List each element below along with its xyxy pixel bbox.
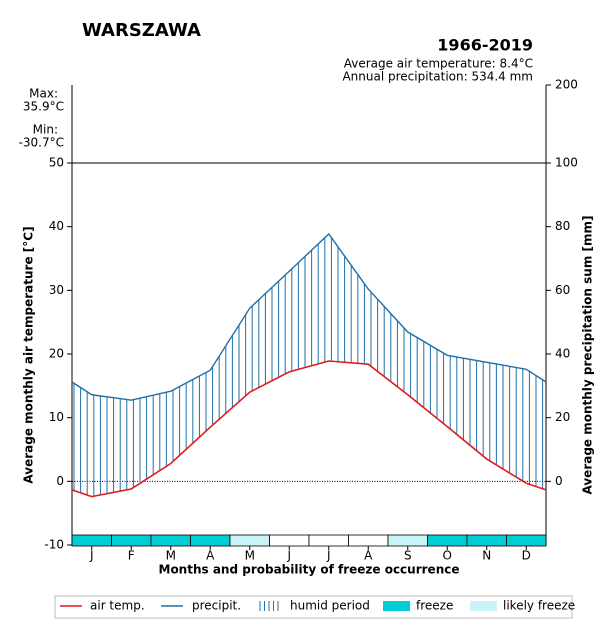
freeze-cell — [308, 534, 349, 547]
x-tick-label: J — [89, 549, 94, 563]
legend-swatch — [383, 601, 410, 611]
y-tick-label: 20 — [49, 347, 64, 361]
y2-tick-label: 40 — [555, 347, 570, 361]
y2-tick-label: 60 — [555, 283, 570, 297]
x-tick-label: M — [245, 549, 255, 563]
x-tick-label: A — [364, 549, 373, 563]
x-tick-label: A — [206, 549, 215, 563]
x-tick-label: F — [128, 549, 135, 563]
freeze-cell — [190, 534, 231, 547]
legend-label: freeze — [416, 599, 453, 613]
x-tick-label: N — [482, 549, 491, 563]
precipitation-line — [91, 232, 527, 401]
freeze-cell — [466, 534, 507, 547]
freeze-cell — [269, 534, 310, 547]
temperature-line — [91, 360, 527, 498]
legend-label: likely freeze — [503, 599, 575, 613]
x-axis-label: Months and probability of freeze occurre… — [159, 563, 460, 577]
line-wrap — [71, 368, 547, 396]
freeze-cell — [387, 534, 428, 547]
y-tick-label: -10 — [44, 538, 64, 552]
y2-tick-label: 20 — [555, 410, 570, 424]
y-axis-label: Average monthly air temperature [°C] — [22, 226, 36, 483]
y-tick-label: 0 — [56, 474, 64, 488]
x-tick-label: J — [286, 549, 291, 563]
period: 1966-2019 — [437, 36, 533, 55]
avg-temp: Average air temperature: 8.4°C — [344, 57, 533, 71]
x-tick-label: S — [404, 549, 412, 563]
min-value: -30.7°C — [19, 136, 64, 150]
legend-label: precipit. — [192, 599, 241, 613]
y-tick-label: 50 — [49, 156, 64, 170]
min-label: Min: — [33, 123, 58, 137]
freeze-cell — [506, 534, 547, 547]
annual-precip: Annual precipitation: 534.4 mm — [342, 70, 533, 84]
y2-axis-label: Average monthly precipitation sum [mm] — [581, 216, 595, 495]
freeze-cell — [229, 534, 270, 547]
freeze-cell — [348, 534, 389, 547]
freeze-cell — [427, 534, 468, 547]
y-tick-label: 40 — [49, 219, 64, 233]
chart-title: WARSZAWA — [82, 20, 201, 41]
legend-label: humid period — [290, 599, 370, 613]
y2-tick-label: 80 — [555, 219, 570, 233]
y-tick-label: 30 — [49, 283, 64, 297]
freeze-cell — [111, 534, 152, 547]
freeze-cell — [150, 534, 191, 547]
legend-label: air temp. — [90, 599, 145, 613]
legend-swatch — [470, 601, 497, 611]
x-tick-label: J — [326, 549, 331, 563]
line-wrap — [71, 482, 547, 498]
y2-tick-label: 100 — [555, 156, 578, 170]
y-tick-label: 10 — [49, 410, 64, 424]
x-tick-label: M — [166, 549, 176, 563]
x-tick-label: D — [522, 549, 531, 563]
y2-tick-label: 200 — [555, 78, 578, 92]
x-tick-label: O — [443, 549, 452, 563]
freeze-cell — [71, 534, 112, 547]
legend-box — [54, 595, 573, 619]
max-value: 35.9°C — [23, 100, 64, 114]
y2-tick-label: 0 — [555, 474, 563, 488]
max-label: Max: — [29, 87, 58, 101]
